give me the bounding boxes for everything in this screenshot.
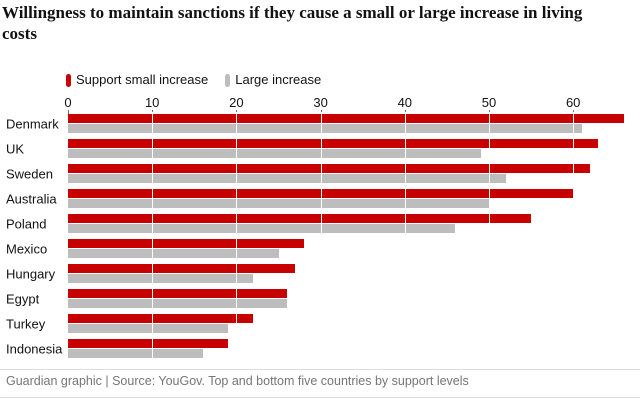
x-axis-tick-label-50: 50 bbox=[481, 95, 497, 110]
bar-support-small-denmark bbox=[68, 114, 624, 123]
gridline-30 bbox=[321, 112, 322, 360]
x-axis-tick-label-10: 10 bbox=[144, 95, 160, 110]
chart-title: Willingness to maintain sanctions if the… bbox=[2, 3, 583, 43]
footer-bottom-divider bbox=[0, 397, 640, 398]
country-label-hungary: Hungary bbox=[6, 266, 56, 281]
bar-large-turkey bbox=[68, 324, 228, 333]
country-label-turkey: Turkey bbox=[6, 316, 46, 331]
legend-label-support-small-increase: Support small increase bbox=[76, 72, 209, 87]
bar-row-turkey: Turkey bbox=[0, 314, 640, 333]
x-axis: 0 10 20 30 40 50 60 bbox=[0, 96, 640, 115]
country-label-indonesia: Indonesia bbox=[6, 341, 63, 356]
bar-support-small-hungary bbox=[68, 264, 296, 273]
gray-swatch-icon bbox=[225, 73, 231, 87]
bar-row-uk: UK bbox=[0, 139, 640, 158]
bar-row-egypt: Egypt bbox=[0, 289, 640, 308]
bar-support-small-australia bbox=[68, 189, 574, 198]
bar-large-hungary bbox=[68, 274, 254, 283]
footer-top-divider bbox=[0, 369, 640, 370]
bar-large-mexico bbox=[68, 249, 279, 258]
x-axis-tick-mark-0 bbox=[68, 110, 69, 115]
red-swatch-icon bbox=[66, 73, 71, 87]
gridline-40 bbox=[405, 112, 406, 360]
country-label-australia: Australia bbox=[6, 191, 57, 206]
bar-support-small-poland bbox=[68, 214, 532, 223]
x-axis-tick-label-20: 20 bbox=[229, 95, 244, 110]
x-axis-tick-label-60: 60 bbox=[565, 95, 581, 110]
legend-item-support-small-increase: Support small increase bbox=[66, 73, 208, 87]
bar-large-denmark bbox=[68, 124, 582, 133]
gridline-10 bbox=[152, 112, 153, 360]
legend: Support small increase Large increase bbox=[66, 73, 321, 87]
bar-row-hungary: Hungary bbox=[0, 264, 640, 283]
bar-large-egypt bbox=[68, 299, 287, 308]
bar-row-sweden: Sweden bbox=[0, 164, 640, 183]
gridline-20 bbox=[236, 112, 237, 360]
legend-item-large-increase: Large increase bbox=[225, 73, 321, 87]
country-label-denmark: Denmark bbox=[6, 116, 59, 131]
country-label-mexico: Mexico bbox=[6, 241, 48, 256]
gridline-60 bbox=[573, 112, 574, 360]
bar-support-small-mexico bbox=[68, 239, 304, 248]
bar-large-australia bbox=[68, 199, 489, 208]
legend-label-large-increase: Large increase bbox=[235, 72, 322, 87]
x-axis-tick-label-0: 0 bbox=[64, 95, 72, 110]
plot-area: Denmark UK Sweden Australia Poland Mexico Hung… bbox=[0, 112, 640, 364]
bar-row-poland: Poland bbox=[0, 214, 640, 233]
gridline-50 bbox=[489, 112, 490, 360]
country-label-sweden: Sweden bbox=[6, 166, 53, 181]
bar-row-denmark: Denmark bbox=[0, 114, 640, 133]
bar-support-small-turkey bbox=[68, 314, 254, 323]
bar-support-small-egypt bbox=[68, 289, 287, 298]
bar-row-mexico: Mexico bbox=[0, 239, 640, 258]
bar-large-sweden bbox=[68, 174, 506, 183]
bar-row-australia: Australia bbox=[0, 189, 640, 208]
country-label-uk: UK bbox=[6, 141, 25, 156]
bar-large-indonesia bbox=[68, 349, 203, 358]
bar-support-small-sweden bbox=[68, 164, 591, 173]
country-label-poland: Poland bbox=[6, 216, 47, 231]
source-note: Guardian graphic | Source: YouGov. Top a… bbox=[6, 374, 469, 388]
country-label-egypt: Egypt bbox=[6, 291, 40, 306]
bar-large-poland bbox=[68, 224, 456, 233]
bar-support-small-uk bbox=[68, 139, 599, 148]
bar-large-uk bbox=[68, 149, 481, 158]
x-axis-tick-label-30: 30 bbox=[313, 95, 328, 110]
bar-row-indonesia: Indonesia bbox=[0, 339, 640, 358]
bar-support-small-indonesia bbox=[68, 339, 228, 348]
x-axis-tick-label-40: 40 bbox=[397, 95, 413, 110]
